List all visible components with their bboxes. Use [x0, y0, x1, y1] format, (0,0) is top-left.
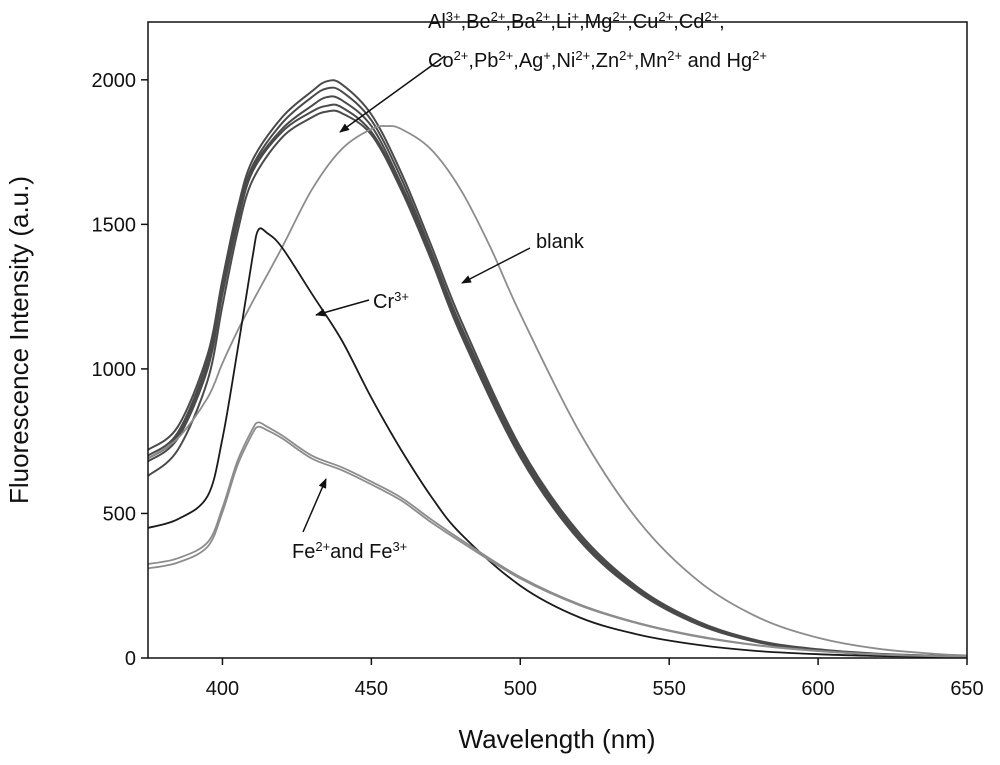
- y-tick-label: 2000: [92, 70, 137, 92]
- series-line-metals-4: [147, 109, 968, 658]
- x-axis-label: Wavelength (nm): [459, 724, 656, 754]
- series-line-metals-1: [147, 86, 968, 658]
- x-tick-label: 450: [355, 678, 388, 700]
- plot-frame: [147, 21, 968, 659]
- metals-label-line1: Al3+,Be2+,Ba2+,Li+,Mg2+,Cu2+,Cd2+,: [428, 9, 725, 34]
- fe-label: Fe2+and Fe3+: [292, 539, 407, 564]
- series-line-cr-6: [147, 227, 968, 658]
- cr-arrow: [315, 299, 370, 317]
- blank-arrow: [461, 247, 531, 284]
- y-axis-label: Fluorescence Intensity (a.u.): [4, 176, 34, 504]
- y-tick-label: 1500: [92, 214, 137, 236]
- y-tick-label: 1000: [92, 359, 137, 381]
- series-line-blank-5: [147, 125, 968, 657]
- axis-layer: 400 450 500 550 600 650 0 500 1000 1500 2000: [92, 70, 984, 700]
- fe-arrow: [302, 478, 327, 533]
- metals-label-line2: Co2+,Pb2+,Ag+,Ni2+,Zn2+,Mn2+ and Hg2+: [428, 48, 767, 73]
- series-line-fe-8: [147, 425, 968, 658]
- series-line-metals-0: [147, 79, 968, 658]
- metals-arrow: [339, 55, 446, 133]
- x-tick-label: 600: [801, 678, 834, 700]
- y-tick-label: 500: [103, 503, 136, 525]
- x-tick-label: 550: [652, 678, 685, 700]
- series-layer: [147, 79, 968, 658]
- x-tick-label: 500: [504, 678, 537, 700]
- series-line-metals-2: [147, 95, 968, 658]
- series-line-metals-3: [147, 103, 968, 658]
- series-line-fe-7: [147, 421, 968, 658]
- x-tick-label: 650: [950, 678, 983, 700]
- y-tick-label: 0: [125, 648, 136, 670]
- blank-label: blank: [536, 231, 585, 253]
- x-tick-label: 400: [206, 678, 239, 700]
- cr-label: Cr3+: [373, 289, 409, 314]
